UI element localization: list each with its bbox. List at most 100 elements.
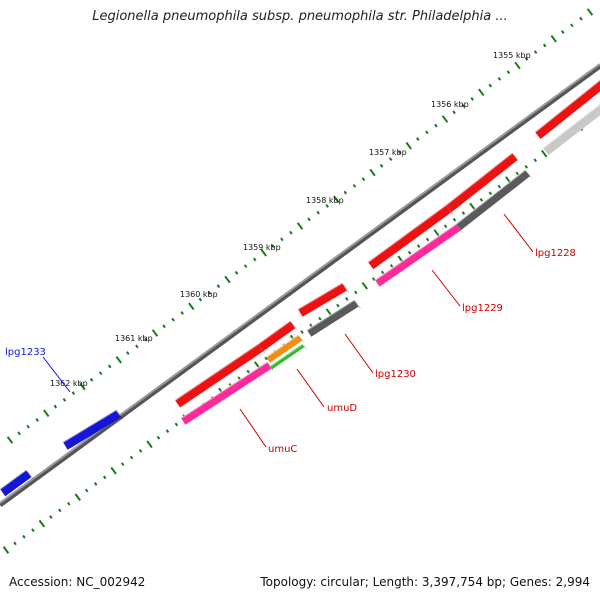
outer-minor-tick [497,76,502,81]
outer-ruler-ticks [6,8,594,444]
cds-umuD-feature-highlight [257,320,291,345]
inner-minor-tick [174,422,179,427]
outer-major-tick [260,248,267,257]
outer-minor-tick [316,210,320,215]
outer-major-tick [514,61,521,70]
inner-major-tick [541,149,548,158]
outer-major-tick [43,409,50,418]
gene-blue-left-feature-end-cap [26,470,35,481]
inner-minor-tick [67,501,71,506]
inner-minor-tick [488,191,493,196]
outer-major-tick [79,382,86,391]
gene-label-umuC[interactable]: umuC [268,444,297,455]
cds-lpg1228-feature-highlight [445,152,513,206]
cds-lpg1229-feature[interactable] [368,205,452,270]
inner-minor-tick [22,534,26,539]
outer-major-tick [188,302,195,311]
outer-minor-tick [425,130,429,135]
outer-minor-tick [144,337,148,342]
gene-lpg1233-feature-highlight [62,409,117,443]
outer-minor-tick [71,391,76,396]
outer-minor-tick [416,137,420,141]
outer-minor-tick [289,230,293,235]
outer-minor-tick [98,371,103,376]
gene-right-light-feature-highlight [542,103,600,149]
outer-major-tick [369,168,376,177]
cds-right-feature[interactable] [535,80,600,140]
outer-major-tick [115,355,122,364]
inner-major-tick [38,519,46,528]
gene-lpg1230-feature-highlight [306,299,355,331]
outer-minor-tick [216,284,221,289]
inner-minor-tick [354,290,358,295]
gene-lpg1230-feature[interactable] [307,300,359,337]
topology-summary: Topology: circular; Length: 3,397,754 bp… [260,575,590,589]
gene-umuD-feature-highlight [265,334,299,358]
cds-lpg1230-feature-highlight [297,282,343,310]
inner-minor-tick [416,244,421,249]
cds-umuD-feature[interactable] [258,321,296,352]
outer-minor-tick [135,344,139,349]
gene-umuD-green-feature-highlight [269,343,303,367]
outer-minor-tick [271,244,275,248]
gene-umuD-green-feature[interactable] [270,344,305,370]
outer-minor-tick [162,324,166,329]
gene-umuC-feature-highlight [180,361,268,419]
outer-minor-tick [461,103,465,108]
inner-minor-tick [389,264,394,268]
inner-minor-tick [515,171,520,176]
outer-major-tick [296,222,304,230]
outer-minor-tick [570,23,574,28]
cds-lpg1228-feature[interactable] [446,153,518,213]
gene-umuD-green-feature-end-cap [302,344,308,351]
leader-lpg1230 [344,333,374,374]
gene-label-umuD[interactable]: umuD [327,403,357,414]
gene-lpg1228-feature[interactable] [456,170,530,231]
gene-blue-left-feature[interactable] [0,470,32,497]
outer-minor-tick [234,270,239,275]
gene-label-lpg1228[interactable]: lpg1228 [535,248,576,259]
gene-umuC-feature[interactable] [181,362,272,425]
outer-minor-tick [198,297,203,302]
outer-minor-tick [17,431,21,436]
tick-label-1355: 1355 kbp [493,51,531,60]
outer-minor-tick [352,183,357,188]
gene-lpg1233-feature-end-cap [116,410,124,421]
gene-umuD-feature[interactable] [266,335,302,363]
outer-minor-tick [542,43,547,48]
cds-lpg1230-feature[interactable] [298,283,347,317]
outer-major-tick [405,141,412,150]
outer-major-tick [550,34,557,43]
tick-label-1359: 1359 kbp [243,243,281,252]
outer-minor-tick [397,150,402,155]
inner-minor-tick [407,250,412,255]
inner-major-tick [74,493,81,501]
tick-label-1357: 1357 kbp [369,148,407,157]
inner-minor-tick [120,462,125,467]
outer-major-tick [586,8,594,16]
gene-lpg1229-feature[interactable] [375,224,461,287]
inner-minor-tick [84,488,89,493]
outer-major-tick [478,88,485,97]
inner-minor-tick [497,184,502,189]
inner-major-tick [361,281,368,290]
outer-minor-tick [325,204,329,208]
outer-minor-tick [171,317,175,322]
gene-label-lpg1230[interactable]: lpg1230 [375,369,416,380]
gene-labels: lpg1233 umuC umuD lpg1230 lpg1229 lpg122… [5,248,576,455]
cds-lpg1230-feature-end-cap [342,283,350,294]
gene-right-light-feature[interactable] [543,104,600,156]
inner-minor-tick [300,330,304,334]
outer-major-tick [151,329,159,337]
accession-text: Accession: NC_002942 [9,575,146,589]
gene-lpg1233-feature[interactable] [63,410,121,450]
outer-minor-tick [533,50,538,55]
genome-title: Legionella pneumophila subsp. pneumophil… [92,9,508,24]
label-leader-lines [42,213,534,448]
gene-label-lpg1233[interactable]: lpg1233 [5,347,46,358]
inner-minor-tick [425,237,430,242]
gene-label-lpg1229[interactable]: lpg1229 [462,303,503,314]
gene-features [0,79,600,497]
cds-umuC-feature[interactable] [175,344,264,408]
